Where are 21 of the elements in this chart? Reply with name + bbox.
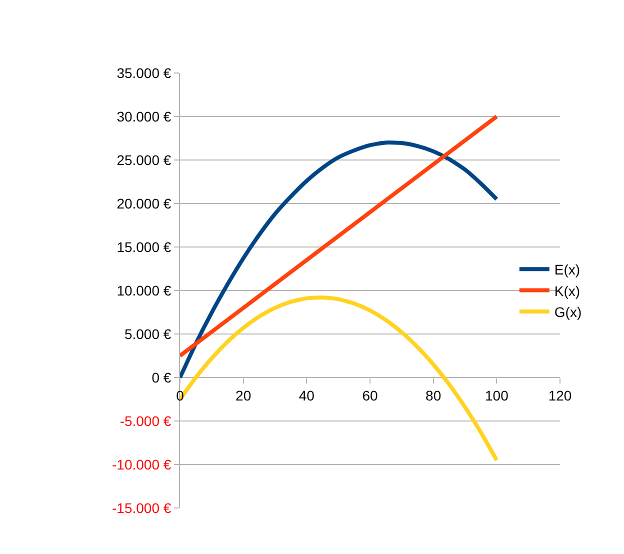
line-series (180, 140, 499, 380)
y-tick-label: 35.000 € (116, 64, 172, 81)
legend-label: K(x) (554, 282, 580, 299)
legend-label: E(x) (554, 262, 580, 278)
x-tick-label: 80 (426, 387, 442, 404)
x-tick-label: 60 (362, 387, 378, 404)
y-tick-label: 25.000 € (116, 152, 172, 168)
legend-label: G(x) (554, 304, 582, 320)
x-tick-label: 100 (484, 387, 509, 404)
x-tick-label: 40 (298, 387, 315, 404)
y-tick-label: 5.000 € (124, 326, 172, 342)
x-tick-label: 20 (236, 387, 252, 404)
y-tick-label: 20.000 € (116, 195, 172, 212)
y-tick-label: 0 € (152, 369, 172, 386)
y-tick-label: 10.000 € (116, 282, 172, 298)
y-tick-label: 30.000 € (116, 108, 172, 124)
y-tick-label: -10.000 € (112, 456, 172, 472)
y-tick-label: -5.000 € (120, 412, 172, 429)
x-tick-label: 120 (548, 387, 572, 404)
y-tick-label: -15.000 € (112, 500, 172, 516)
y-tick-label: 15.000 € (116, 238, 172, 255)
